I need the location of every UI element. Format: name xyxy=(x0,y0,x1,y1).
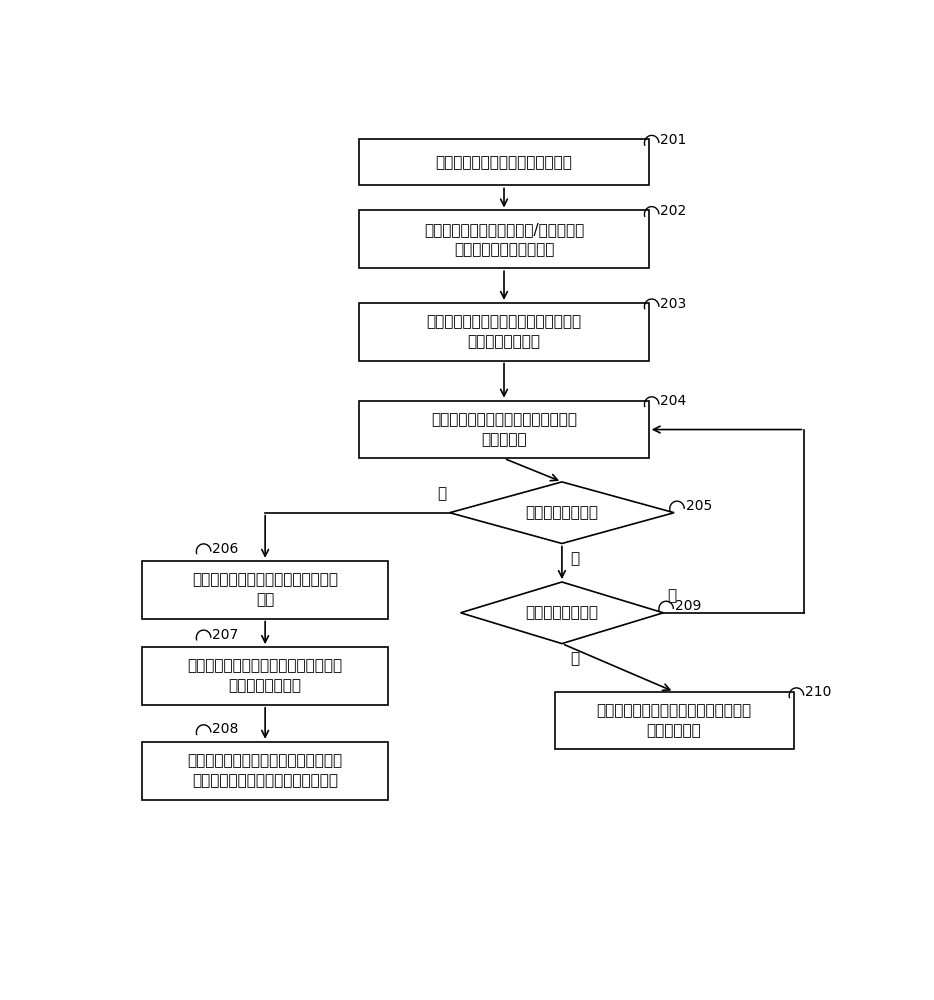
Text: 判断当前小区的覆盖指标和/或容量指标
是否达到预定的目标要求: 判断当前小区的覆盖指标和/或容量指标 是否达到预定的目标要求 xyxy=(424,222,584,257)
Text: 210: 210 xyxy=(805,685,831,699)
Text: 若未达标，估计当前小区内每个终端的
当前上行垂直倾角: 若未达标，估计当前小区内每个终端的 当前上行垂直倾角 xyxy=(427,314,582,349)
Text: 204: 204 xyxy=(660,394,686,408)
Text: 是: 是 xyxy=(571,651,580,666)
Bar xyxy=(142,561,389,619)
Text: 是: 是 xyxy=(571,551,580,566)
Text: 指标是否符合要求: 指标是否符合要求 xyxy=(526,605,599,620)
Text: 向邻小区基站发送降低上行发射功率
请求: 向邻小区基站发送降低上行发射功率 请求 xyxy=(192,572,338,607)
Bar xyxy=(360,139,649,185)
Text: 205: 205 xyxy=(686,499,712,513)
Text: 若邻小区基站都拒绝降低上行发射功率
请求，则向管理站上报优化失败信息: 若邻小区基站都拒绝降低上行发射功率 请求，则向管理站上报优化失败信息 xyxy=(188,753,343,788)
Polygon shape xyxy=(450,482,674,544)
Polygon shape xyxy=(460,582,663,644)
Text: 否: 否 xyxy=(667,589,676,604)
Text: 209: 209 xyxy=(675,599,701,613)
Bar xyxy=(142,742,389,800)
Text: 203: 203 xyxy=(660,297,686,311)
Text: 利用预定倾角增量值对上行倾角估计
值进行更新: 利用预定倾角增量值对上行倾角估计 值进行更新 xyxy=(431,412,577,447)
Text: 是否在预定范围内: 是否在预定范围内 xyxy=(526,505,599,520)
Text: 206: 206 xyxy=(212,542,239,556)
Text: 207: 207 xyxy=(212,628,238,642)
Text: 否: 否 xyxy=(437,486,446,501)
Text: 周期性地采集当前小区的业务信息: 周期性地采集当前小区的业务信息 xyxy=(435,155,573,170)
Text: 利用目标倾角和当前小区上行功率参数
进行小区配置: 利用目标倾角和当前小区上行功率参数 进行小区配置 xyxy=(597,703,752,738)
Bar xyxy=(360,401,649,458)
Bar xyxy=(360,303,649,361)
Text: 202: 202 xyxy=(660,204,686,218)
Bar xyxy=(555,692,794,749)
Text: 判断是否所有的邻小区基站都拒绝降低
上行发射功率请求: 判断是否所有的邻小区基站都拒绝降低 上行发射功率请求 xyxy=(188,659,343,693)
Text: 208: 208 xyxy=(212,722,239,736)
Bar xyxy=(142,647,389,705)
Bar xyxy=(360,210,649,268)
Text: 201: 201 xyxy=(660,133,686,147)
